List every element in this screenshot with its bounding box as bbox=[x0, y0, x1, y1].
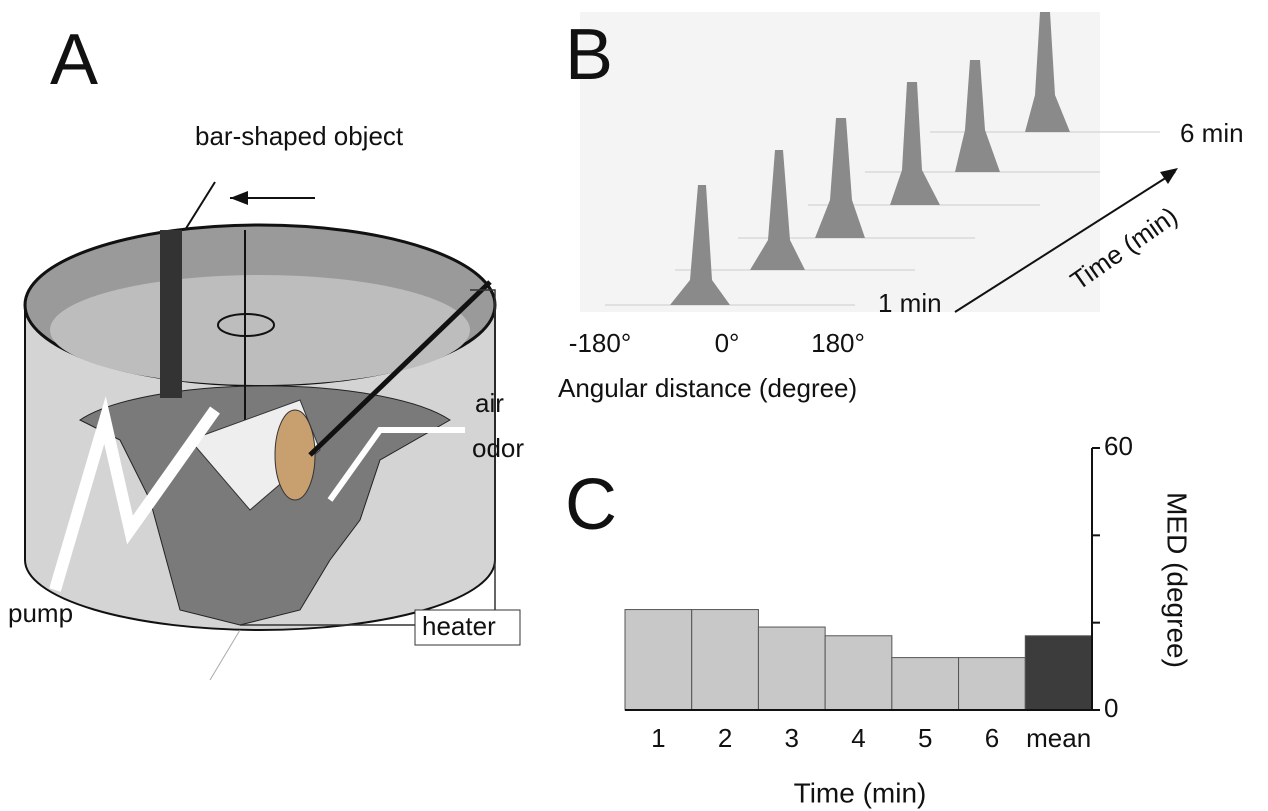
x-tick-label: 180° bbox=[811, 328, 865, 358]
y-tick-label: 0 bbox=[1104, 693, 1118, 723]
y-tick-label: 60 bbox=[1104, 431, 1133, 461]
x-tick-label: -180° bbox=[569, 328, 631, 358]
panel-label: A bbox=[50, 20, 98, 100]
bar bbox=[824, 635, 893, 711]
arrow-head bbox=[1160, 168, 1178, 184]
histogram-stack bbox=[580, 12, 1160, 312]
bar bbox=[757, 626, 826, 711]
x-tick-label: mean bbox=[1026, 723, 1091, 753]
time-label: 6 min bbox=[1180, 118, 1244, 148]
x-tick-label: 4 bbox=[851, 723, 865, 753]
panel-label: C bbox=[565, 465, 617, 545]
heater-label: heater bbox=[422, 611, 496, 641]
odor-label: odor bbox=[472, 433, 524, 463]
object-label: bar-shaped object bbox=[195, 121, 404, 151]
x-axis-title: Time (min) bbox=[794, 777, 927, 808]
x-tick-label: 3 bbox=[785, 723, 799, 753]
axis-title: Angular distance (degree) bbox=[558, 373, 857, 403]
bar bbox=[891, 657, 960, 711]
time-arrow bbox=[954, 171, 1176, 313]
air-label: air bbox=[475, 388, 504, 418]
x-tick-label: 0° bbox=[715, 328, 740, 358]
bar bbox=[624, 609, 693, 711]
x-tick-label: 5 bbox=[918, 723, 932, 753]
bar bbox=[691, 609, 759, 711]
y-axis-title: MED (degree) bbox=[1162, 492, 1193, 668]
x-tick-label: 2 bbox=[718, 723, 732, 753]
bar-chart: 1 2 3 4 5 6 mean 0 60 bbox=[624, 431, 1133, 753]
x-tick-label: 1 bbox=[651, 723, 665, 753]
bar bbox=[958, 657, 1026, 711]
arena-illustration bbox=[23, 181, 521, 681]
pump-label: pump bbox=[8, 598, 73, 628]
panel-label: B bbox=[565, 15, 613, 95]
x-tick-label: 6 bbox=[985, 723, 999, 753]
bar bbox=[1024, 635, 1093, 711]
time-label: 1 min bbox=[878, 288, 942, 318]
